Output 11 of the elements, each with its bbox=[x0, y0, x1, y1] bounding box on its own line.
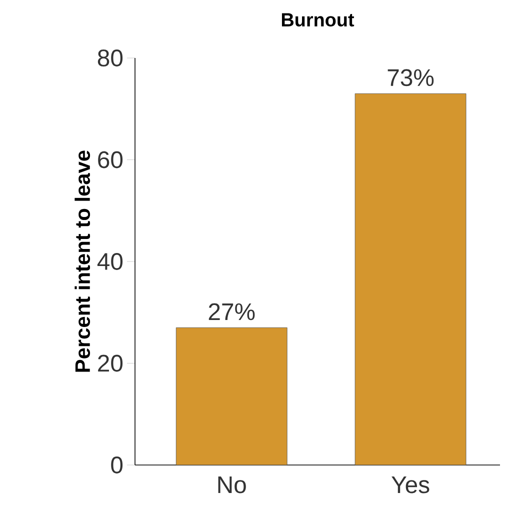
x-tick-label: No bbox=[218, 476, 246, 494]
y-tick-label: 20 bbox=[98, 354, 123, 372]
data-label: 27% bbox=[208, 303, 255, 320]
y-axis-title: Percent intent to leave bbox=[74, 150, 90, 372]
x-tick-label: Yes bbox=[392, 476, 430, 494]
y-tick-label: 80 bbox=[98, 50, 123, 66]
y-tick-label: 0 bbox=[111, 456, 123, 474]
chart-title: Burnout bbox=[282, 13, 354, 27]
y-tick-label: 60 bbox=[98, 151, 123, 168]
y-tick-label: 40 bbox=[97, 253, 123, 270]
data-label: 73% bbox=[388, 69, 434, 86]
